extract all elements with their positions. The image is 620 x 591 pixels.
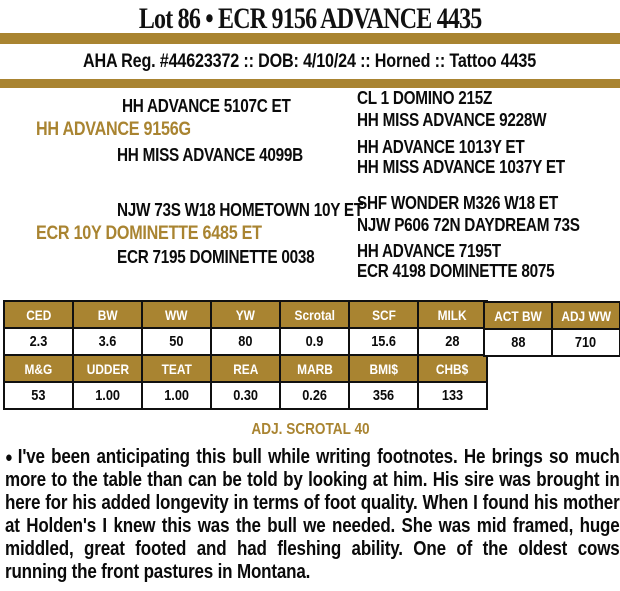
- epd-header-cell: M&G: [3, 354, 74, 383]
- actual-weights-header-cell: ACT BW: [483, 301, 553, 330]
- epd-header-cell: BMI$: [348, 354, 419, 383]
- epd-header-cell: BW: [72, 300, 143, 329]
- bullet-icon: ●: [5, 449, 15, 466]
- epd-value-cell: 15.6: [348, 327, 419, 356]
- actual-weights-table: ACT BW ADJ WW 88 710: [483, 301, 620, 357]
- epd-value-cell: 356: [348, 381, 419, 410]
- pedigree-dam-dam: ECR 7195 DOMINETTE 0038: [117, 247, 315, 267]
- epd-table: CED BW WW YW Scrotal SCF MILK 2.3 3.6 50…: [3, 300, 488, 410]
- lot-title: Lot 86 • ECR 9156 ADVANCE 4435: [138, 2, 482, 35]
- epd-header-cell: CED: [3, 300, 74, 329]
- pedigree-dam-sire: NJW 73S W18 HOMETOWN 10Y ET: [117, 200, 363, 220]
- epd-value-cell: 1.00: [141, 381, 212, 410]
- epd-value-cell: 50: [141, 327, 212, 356]
- epd-value-cell: 53: [3, 381, 74, 410]
- actual-weights-value-cell: 88: [483, 328, 553, 357]
- epd-header-cell: Scrotal: [279, 300, 350, 329]
- pedigree-dam-grandparent-3: HH ADVANCE 7195T: [357, 241, 501, 261]
- epd-header-cell: TEAT: [141, 354, 212, 383]
- epd-header-cell: UDDER: [72, 354, 143, 383]
- epd-header-cell: MILK: [417, 300, 488, 329]
- epd-value-cell: 3.6: [72, 327, 143, 356]
- actual-weights-header-row: ACT BW ADJ WW: [483, 301, 620, 330]
- gold-divider-bottom: [0, 79, 620, 88]
- pedigree-sire-grandparent-3: HH ADVANCE 1013Y ET: [357, 137, 525, 157]
- epd-value-cell: 2.3: [3, 327, 74, 356]
- epd-value-cell: 80: [210, 327, 281, 356]
- footnote-paragraph: ● I've been anticipating this bull while …: [5, 446, 620, 584]
- pedigree-sire-sire: HH ADVANCE 5107C ET: [122, 96, 291, 116]
- footnote-text: I've been anticipating this bull while w…: [5, 446, 620, 583]
- pedigree-dam-grandparent-4: ECR 4198 DOMINETTE 8075: [357, 261, 555, 281]
- registration-line: AHA Reg. #44623372 :: DOB: 4/10/24 :: Ho…: [83, 51, 537, 72]
- epd-value-cell: 133: [417, 381, 488, 410]
- pedigree-sire-dam: HH MISS ADVANCE 4099B: [117, 145, 303, 165]
- epd-header-cell: WW: [141, 300, 212, 329]
- epd-value-cell: 1.00: [72, 381, 143, 410]
- actual-weights-header-cell: ADJ WW: [551, 301, 620, 330]
- epd-value-cell: 28: [417, 327, 488, 356]
- epd-value-row-1: 2.3 3.6 50 80 0.9 15.6 28: [3, 327, 488, 356]
- epd-value-cell: 0.9: [279, 327, 350, 356]
- epd-value-cell: 0.26: [279, 381, 350, 410]
- epd-header-cell: YW: [210, 300, 281, 329]
- pedigree-dam-grandparent-2: NJW P606 72N DAYDREAM 73S: [357, 215, 580, 235]
- lot-title-row: Lot 86 • ECR 9156 ADVANCE 4435: [0, 2, 620, 36]
- epd-header-row-2: M&G UDDER TEAT REA MARB BMI$ CHB$: [3, 354, 488, 383]
- pedigree-sire-grandparent-1: CL 1 DOMINO 215Z: [357, 88, 493, 108]
- epd-header-cell: REA: [210, 354, 281, 383]
- pedigree-dam-grandparent-1: SHF WONDER M326 W18 ET: [357, 193, 558, 213]
- gold-divider-top: [0, 33, 620, 44]
- epd-header-row-1: CED BW WW YW Scrotal SCF MILK: [3, 300, 488, 329]
- actual-weights-value-cell: 710: [551, 328, 620, 357]
- actual-weights-value-row: 88 710: [483, 328, 620, 357]
- epd-value-cell: 0.30: [210, 381, 281, 410]
- epd-value-row-2: 53 1.00 1.00 0.30 0.26 356 133: [3, 381, 488, 410]
- pedigree-dam-name: ECR 10Y DOMINETTE 6485 ET: [36, 223, 262, 244]
- epd-header-cell: CHB$: [417, 354, 488, 383]
- pedigree-sire-grandparent-2: HH MISS ADVANCE 9228W: [357, 110, 547, 130]
- epd-header-cell: MARB: [279, 354, 350, 383]
- epd-header-cell: SCF: [348, 300, 419, 329]
- adj-scrotal-text: ADJ. SCROTAL 40: [250, 421, 370, 438]
- registration-row: AHA Reg. #44623372 :: DOB: 4/10/24 :: Ho…: [0, 51, 620, 73]
- adj-scrotal-row: ADJ. SCROTAL 40: [0, 421, 620, 439]
- pedigree-sire-name: HH ADVANCE 9156G: [36, 119, 191, 140]
- pedigree-sire-grandparent-4: HH MISS ADVANCE 1037Y ET: [357, 157, 565, 177]
